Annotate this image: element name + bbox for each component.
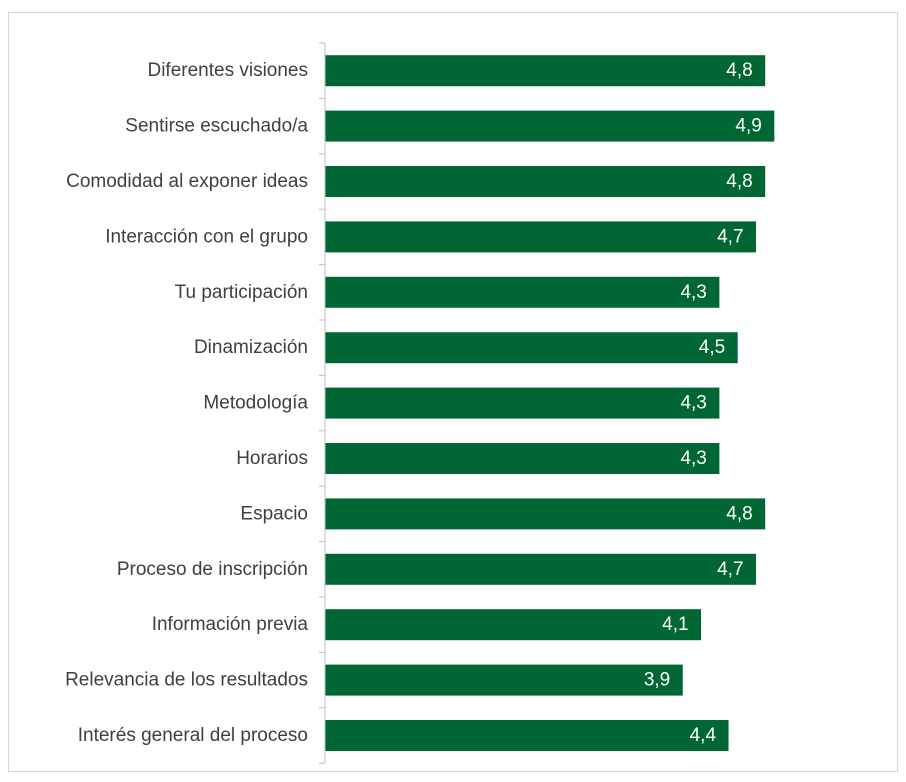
category-label: Comodidad al exponer ideas [66,171,308,192]
category-label: Diferentes visiones [147,60,308,81]
bar [325,720,729,751]
bar [325,221,757,253]
bar [325,553,757,585]
category-label: Dinamización [194,337,308,358]
data-label: 4,7 [717,559,743,580]
bar [325,664,683,696]
category-label: Proceso de inscripción [117,559,308,580]
category-label: Sentirse escuchado/a [125,116,308,137]
bar-layer [325,55,775,751]
axis-layer [319,42,326,764]
category-label: Tu participación [175,282,308,303]
data-label: 4,7 [717,226,743,247]
data-label: 4,5 [699,337,725,358]
data-label: 4,1 [662,614,688,635]
data-label: 4,4 [690,725,717,746]
data-label: 4,8 [726,171,752,192]
category-label: Horarios [236,448,308,469]
chart-area: Diferentes visiones 4,8 Sentirse escuchado… [8,12,898,772]
bar [325,55,766,87]
bar [325,498,766,530]
data-label: 4,8 [726,503,752,524]
data-label: 3,9 [644,670,670,691]
data-label: 4,8 [726,60,752,81]
data-label: 4,3 [680,393,706,414]
bar [325,110,775,142]
bar [325,166,766,197]
bar [325,332,738,364]
category-label: Interés general del proceso [78,725,308,746]
data-label: 4,3 [680,448,706,469]
category-label: Metodología [203,393,308,414]
bar [325,609,702,641]
category-label: Información previa [152,614,309,635]
bar [325,276,720,308]
data-label: 4,3 [680,282,706,303]
category-label: Espacio [240,503,308,524]
label-layer: Diferentes visiones 4,8 Sentirse escuchado… [65,60,762,746]
category-label: Interacción con el grupo [105,226,308,247]
bar-chart: Diferentes visiones 4,8 Sentirse escuchado… [65,42,775,764]
category-label: Relevancia de los resultados [65,670,308,691]
bar [325,387,720,419]
bar [325,443,720,474]
data-label: 4,9 [735,116,761,137]
